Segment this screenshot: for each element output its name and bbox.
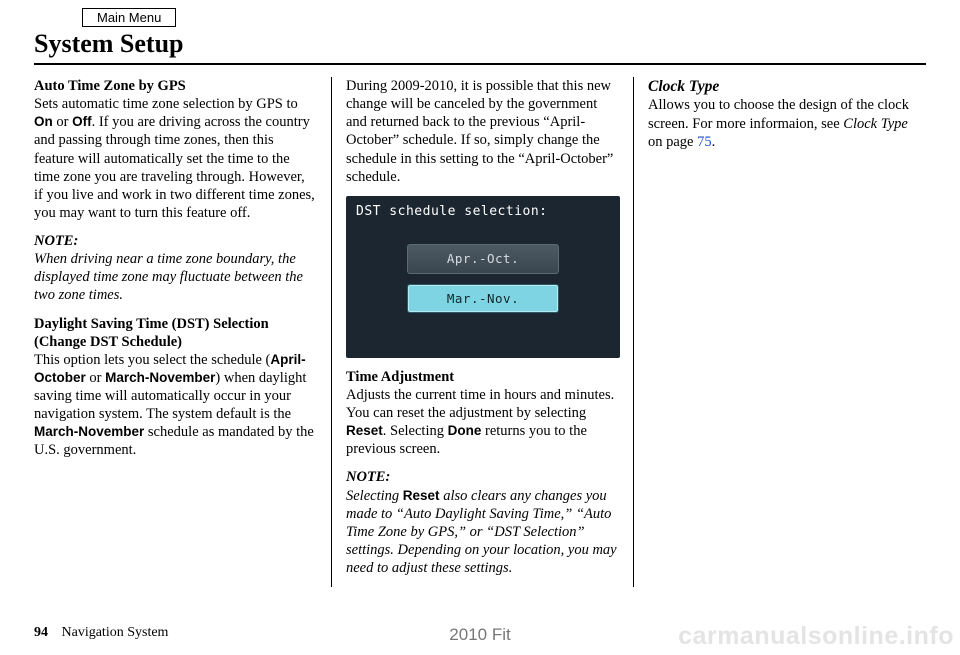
- auto-tz-note: NOTE: When driving near a time zone boun…: [34, 232, 317, 305]
- auto-tz-text-b: . If you are driving across the country …: [34, 114, 315, 221]
- auto-tz-text-a: Sets automatic time zone selection by GP…: [34, 96, 298, 112]
- time-adj-text-b: . Selecting: [383, 423, 448, 439]
- on-label: On: [34, 114, 53, 129]
- page-link-75[interactable]: 75: [697, 134, 712, 150]
- title-rule: [34, 63, 926, 65]
- dst-panel-screenshot: DST schedule selection: Apr.-Oct. Mar.-N…: [346, 196, 620, 358]
- dst-heading: Daylight Saving Time (DST) Selection (Ch…: [34, 316, 269, 350]
- clock-type-section: Clock Type Allows you to choose the desi…: [648, 77, 924, 151]
- dst-or: or: [86, 370, 105, 386]
- footer-section: Navigation System: [62, 625, 169, 640]
- dst-option-apr-oct[interactable]: Apr.-Oct.: [407, 244, 559, 274]
- dst-intro: During 2009-2010, it is possible that th…: [346, 77, 619, 186]
- auto-time-zone-section: Auto Time Zone by GPS Sets automatic tim…: [34, 77, 317, 222]
- dst-section: Daylight Saving Time (DST) Selection (Ch…: [34, 315, 317, 460]
- main-menu-button[interactable]: Main Menu: [82, 8, 176, 27]
- column-2: During 2009-2010, it is possible that th…: [332, 77, 634, 587]
- note2-a: Selecting: [346, 488, 403, 504]
- watermark: carmanualsonline.info: [678, 622, 954, 651]
- auto-tz-heading: Auto Time Zone by GPS: [34, 78, 186, 94]
- note-label: NOTE:: [34, 233, 78, 249]
- off-label: Off: [72, 114, 92, 129]
- clock-ref: Clock Type: [843, 116, 908, 132]
- dst-option-mar-nov[interactable]: Mar.-Nov.: [407, 284, 559, 314]
- time-adj-heading: Time Adjustment: [346, 369, 454, 385]
- done-label: Done: [448, 423, 482, 438]
- time-adj-note: NOTE: Selecting Reset also clears any ch…: [346, 468, 619, 577]
- reset-label: Reset: [346, 423, 383, 438]
- clock-text-b: on page: [648, 134, 697, 150]
- note2-reset: Reset: [403, 488, 440, 503]
- note-body-1: When driving near a time zone boundary, …: [34, 251, 303, 303]
- page-title: System Setup: [34, 29, 926, 59]
- mar-nov-label: March-November: [105, 370, 215, 385]
- column-1: Auto Time Zone by GPS Sets automatic tim…: [34, 77, 332, 587]
- page-number: 94: [34, 625, 48, 640]
- footer-model: 2010 Fit: [449, 625, 510, 645]
- time-adj-text-a: Adjusts the current time in hours and mi…: [346, 387, 614, 421]
- content-columns: Auto Time Zone by GPS Sets automatic tim…: [34, 77, 926, 587]
- clock-text-c: .: [712, 134, 716, 150]
- dst-text-a: This option lets you select the schedule…: [34, 352, 270, 368]
- column-3: Clock Type Allows you to choose the desi…: [634, 77, 924, 587]
- clock-type-heading: Clock Type: [648, 78, 719, 95]
- mar-nov-label-2: March-November: [34, 424, 144, 439]
- dst-panel-title: DST schedule selection:: [356, 204, 610, 220]
- time-adjustment-section: Time Adjustment Adjusts the current time…: [346, 368, 619, 459]
- auto-tz-or: or: [53, 114, 72, 130]
- note-label-2: NOTE:: [346, 469, 390, 485]
